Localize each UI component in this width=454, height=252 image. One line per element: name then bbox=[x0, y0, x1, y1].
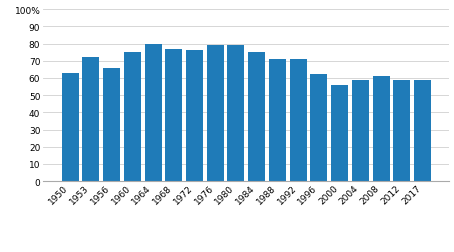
Bar bbox=[165, 49, 182, 181]
Bar bbox=[290, 60, 306, 181]
Bar bbox=[82, 58, 99, 181]
Bar bbox=[414, 80, 431, 181]
Bar bbox=[62, 74, 79, 181]
Bar bbox=[227, 46, 244, 181]
Bar bbox=[269, 60, 286, 181]
Bar bbox=[352, 80, 369, 181]
Bar bbox=[393, 80, 410, 181]
Bar bbox=[331, 85, 348, 181]
Bar bbox=[207, 46, 224, 181]
Bar bbox=[186, 51, 203, 181]
Bar bbox=[248, 53, 265, 181]
Bar bbox=[373, 77, 390, 181]
Bar bbox=[103, 68, 120, 181]
Bar bbox=[124, 53, 141, 181]
Bar bbox=[311, 75, 327, 181]
Bar bbox=[144, 44, 162, 181]
